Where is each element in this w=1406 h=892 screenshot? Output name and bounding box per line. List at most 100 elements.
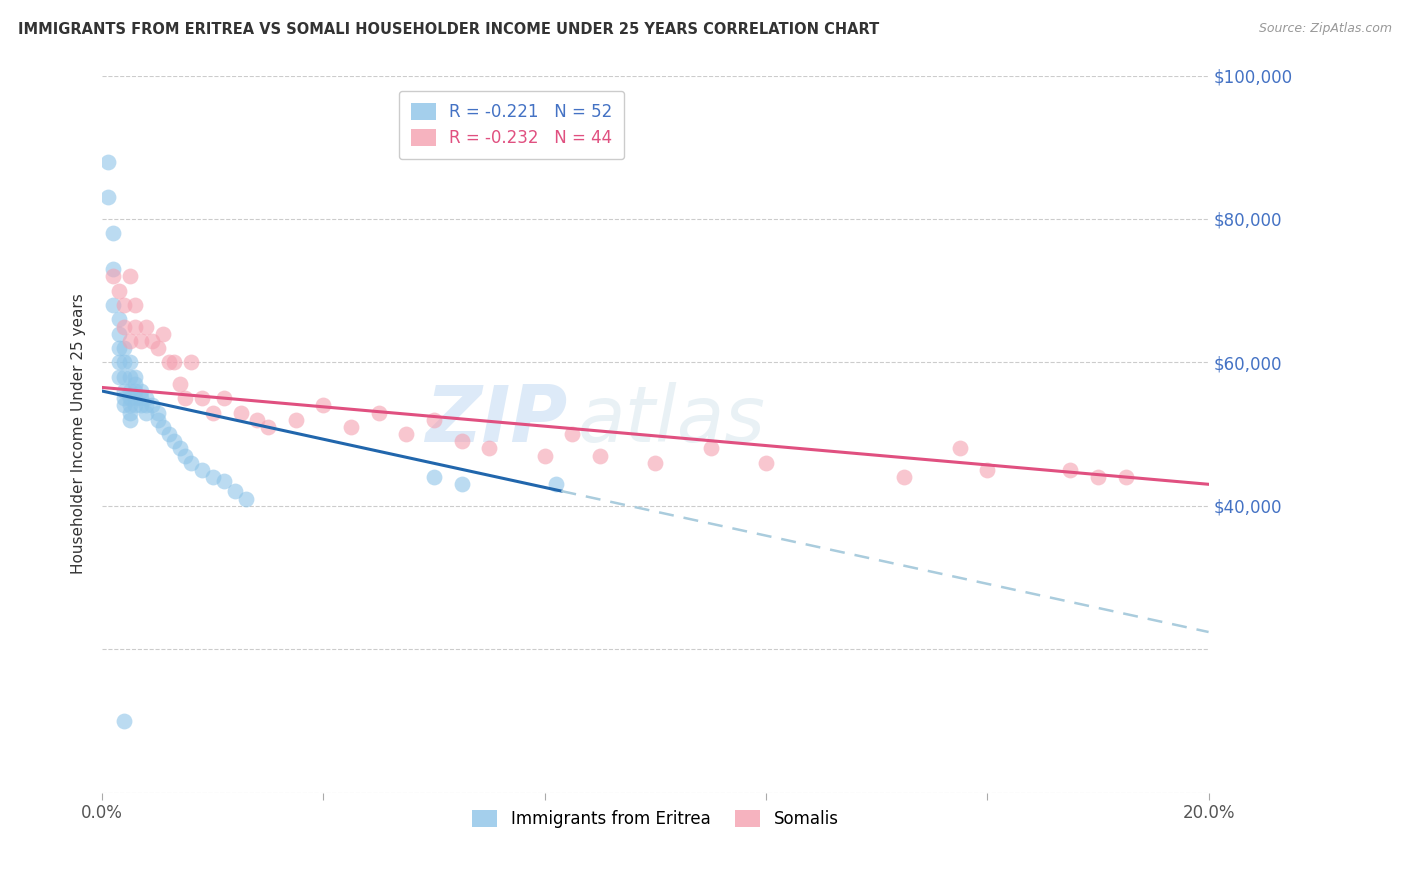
Text: Source: ZipAtlas.com: Source: ZipAtlas.com [1258,22,1392,36]
Point [108,369,131,384]
Point [644,456,666,470]
Point [146,406,169,420]
Point [112,355,135,369]
Point [180,355,202,369]
Point [257,420,280,434]
Point [112,714,135,728]
Point [108,341,131,355]
Point [118,413,141,427]
Point [224,484,246,499]
Point [212,391,235,405]
Point [246,413,269,427]
Point [212,474,235,488]
Point [124,384,146,398]
Text: IMMIGRANTS FROM ERITREA VS SOMALI HOUSEHOLDER INCOME UNDER 25 YEARS CORRELATION : IMMIGRANTS FROM ERITREA VS SOMALI HOUSEH… [18,22,880,37]
Point [124,398,146,412]
Point [108,355,131,369]
Point [152,420,174,434]
Point [561,427,583,442]
Point [755,456,778,470]
Point [478,442,501,456]
Point [1059,463,1081,477]
Point [163,434,186,449]
Point [191,391,214,405]
Point [191,463,214,477]
Point [146,413,169,427]
Point [395,427,418,442]
Point [201,470,224,484]
Point [103,269,125,284]
Point [180,456,202,470]
Point [141,334,163,348]
Point [103,227,125,241]
Point [108,326,131,341]
Point [152,326,174,341]
Point [699,442,721,456]
Point [97,190,120,204]
Point [450,477,472,491]
Point [118,391,141,405]
Point [118,355,141,369]
Point [135,391,157,405]
Point [112,369,135,384]
Point [146,341,169,355]
Point [118,334,141,348]
Point [118,384,141,398]
Point [1087,470,1109,484]
Point [103,298,125,312]
Point [118,269,141,284]
Point [112,298,135,312]
Point [976,463,998,477]
Point [129,384,152,398]
Point [312,398,335,412]
Point [174,391,197,405]
Point [129,398,152,412]
Point [112,398,135,412]
Point [124,376,146,391]
Point [949,442,972,456]
Point [229,406,252,420]
Point [108,284,131,298]
Point [157,355,180,369]
Point [1115,470,1137,484]
Point [112,384,135,398]
Point [135,406,157,420]
Point [112,319,135,334]
Point [124,319,146,334]
Point [589,449,612,463]
Point [169,442,191,456]
Point [118,369,141,384]
Point [201,406,224,420]
Point [544,477,567,491]
Point [124,391,146,405]
Point [135,319,157,334]
Point [169,376,191,391]
Point [108,312,131,326]
Text: ZIP: ZIP [425,382,567,458]
Point [533,449,555,463]
Y-axis label: Householder Income Under 25 years: Householder Income Under 25 years [72,293,86,574]
Point [112,341,135,355]
Point [135,398,157,412]
Point [118,406,141,420]
Point [423,470,446,484]
Legend: Immigrants from Eritrea, Somalis: Immigrants from Eritrea, Somalis [465,803,845,835]
Point [112,391,135,405]
Point [124,369,146,384]
Point [103,262,125,277]
Point [129,391,152,405]
Point [450,434,472,449]
Point [340,420,363,434]
Point [423,413,446,427]
Point [97,154,120,169]
Point [163,355,186,369]
Point [893,470,915,484]
Point [284,413,307,427]
Point [141,398,163,412]
Point [235,491,257,506]
Point [124,298,146,312]
Text: atlas: atlas [578,382,766,458]
Point [157,427,180,442]
Point [367,406,389,420]
Point [118,398,141,412]
